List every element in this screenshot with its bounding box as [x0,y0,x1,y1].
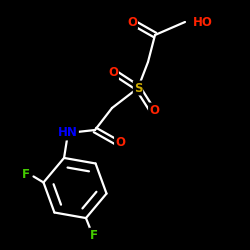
Text: HN: HN [58,126,78,140]
Text: HO: HO [193,16,213,28]
Text: F: F [90,228,98,241]
Text: O: O [108,66,118,80]
Text: O: O [115,136,125,149]
Text: O: O [149,104,159,117]
Text: F: F [22,168,30,181]
Text: S: S [134,82,142,94]
Text: O: O [127,16,137,28]
